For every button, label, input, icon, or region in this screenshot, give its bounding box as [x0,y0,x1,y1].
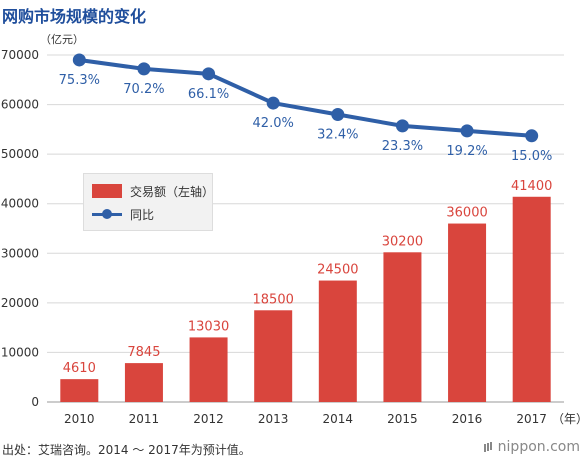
yoy-point [525,129,539,143]
y-axis-unit: （亿元） [40,33,84,46]
y-tick-label: 60000 [1,98,39,112]
yoy-value-label: 23.3% [382,139,423,154]
bar-value-label: 30200 [382,234,423,249]
nippon-logo-icon [483,442,494,452]
bar-value-label: 24500 [317,263,358,278]
legend-swatch-bar [92,184,122,198]
yoy-point [395,119,409,133]
bar [124,363,163,402]
yoy-line [79,57,532,138]
yoy-value-label: 42.0% [253,116,294,131]
bar [318,280,357,402]
legend-item-volume: 交易额（左轴） [92,182,214,200]
yoy-point [331,107,345,121]
yoy-point [202,67,216,81]
x-tick-label: 2011 [129,412,160,426]
legend-swatch-line [92,207,122,221]
yoy-line-series [72,53,539,143]
yoy-value-label: 70.2% [123,82,164,97]
x-tick-label: 2012 [193,412,224,426]
brand-name: nippon.com [497,439,580,455]
yoy-value-label: 75.3% [59,73,100,88]
brand-logo: nippon.com [483,439,580,455]
yoy-point [137,62,151,76]
x-tick-label: 2014 [323,412,354,426]
bar-value-label: 13030 [188,319,229,334]
yoy-point [266,96,280,110]
x-tick-label: 2017 [516,412,547,426]
legend-label-volume: 交易额（左轴） [130,184,215,199]
y-axis-ticks: 0 10000 20000 30000 40000 50000 60000 70000 [1,48,39,409]
line-value-labels: 75.3% 70.2% 66.1% 42.0% 32.4% 23.3% 19.2% 15.0% [59,73,553,164]
y-tick-label: 0 [31,395,39,409]
yoy-value-label: 66.1% [188,87,229,102]
bar-series [60,196,551,402]
yoy-value-label: 19.2% [446,144,487,159]
legend-label-yoy: 同比 [130,207,155,222]
y-tick-label: 10000 [1,345,39,359]
x-tick-label: 2015 [387,412,418,426]
y-tick-label: 50000 [1,147,39,161]
y-tick-label: 40000 [1,197,39,211]
bar-value-label: 18500 [253,292,294,307]
bar-value-label: 4610 [63,361,96,376]
yoy-value-label: 15.0% [511,149,552,164]
x-tick-label: 2016 [452,412,483,426]
yoy-point [460,124,474,138]
bar [60,379,99,402]
bar [383,252,422,402]
bar [512,196,551,402]
bar-value-label: 41400 [511,179,552,194]
x-axis-unit: （年） [552,412,584,426]
bar-value-label: 36000 [446,206,487,221]
bar [254,310,293,402]
x-tick-label: 2013 [258,412,289,426]
x-axis-ticks: 2010 2011 2012 2013 2014 2015 2016 2017 [64,412,547,426]
y-tick-label: 70000 [1,48,39,62]
yoy-point [72,53,86,67]
source-note: 出处：艾瑞咨询。2014 ～ 2017年为预计值。 [2,443,251,457]
legend-item-yoy: 同比 [92,205,154,223]
chart-title: 网购市场规模的变化 [2,7,147,26]
bar [189,337,228,402]
y-tick-label: 20000 [1,296,39,310]
x-tick-label: 2010 [64,412,95,426]
bar-value-labels: 4610 7845 13030 18500 24500 30200 36000 41400 [63,179,553,376]
bar [448,223,487,402]
legend: 交易额（左轴） 同比 [83,173,214,231]
yoy-value-label: 32.4% [317,127,358,142]
bar-value-label: 7845 [127,345,160,360]
y-tick-label: 30000 [1,246,39,260]
